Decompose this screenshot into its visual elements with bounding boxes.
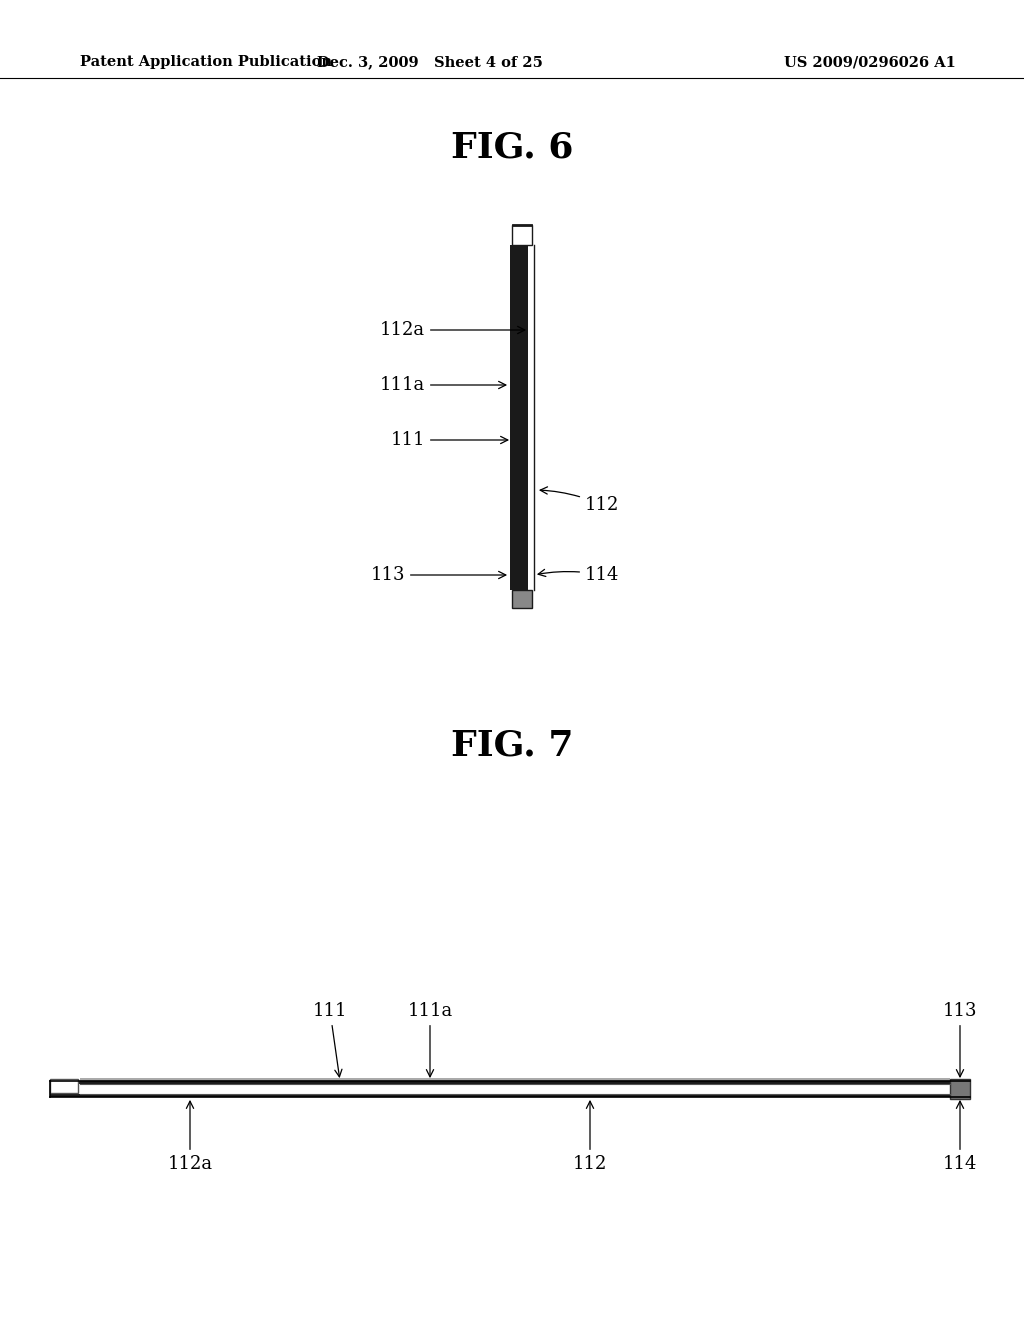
- Bar: [510, 246, 518, 590]
- Bar: [80, 1078, 950, 1081]
- Bar: [518, 246, 528, 590]
- Text: FIG. 7: FIG. 7: [451, 729, 573, 762]
- Text: 111: 111: [390, 432, 508, 449]
- Bar: [50, 1078, 78, 1093]
- Text: 111a: 111a: [380, 376, 506, 393]
- Text: FIG. 6: FIG. 6: [451, 131, 573, 165]
- Bar: [950, 1078, 970, 1100]
- Text: 112: 112: [541, 487, 620, 513]
- Text: Dec. 3, 2009   Sheet 4 of 25: Dec. 3, 2009 Sheet 4 of 25: [317, 55, 543, 69]
- Bar: [512, 224, 532, 246]
- Text: Patent Application Publication: Patent Application Publication: [80, 55, 332, 69]
- Text: 112a: 112a: [380, 321, 525, 339]
- Text: 112a: 112a: [168, 1101, 213, 1173]
- Text: 114: 114: [538, 566, 620, 583]
- Text: 112: 112: [572, 1101, 607, 1173]
- Text: 113: 113: [371, 566, 506, 583]
- Bar: [50, 1086, 970, 1094]
- Text: 114: 114: [943, 1101, 977, 1173]
- Bar: [50, 1094, 970, 1097]
- Text: 111a: 111a: [408, 1002, 453, 1077]
- Bar: [512, 590, 532, 609]
- Text: 111: 111: [312, 1002, 347, 1077]
- Text: US 2009/0296026 A1: US 2009/0296026 A1: [784, 55, 956, 69]
- Bar: [50, 1081, 970, 1084]
- Text: 113: 113: [943, 1002, 977, 1077]
